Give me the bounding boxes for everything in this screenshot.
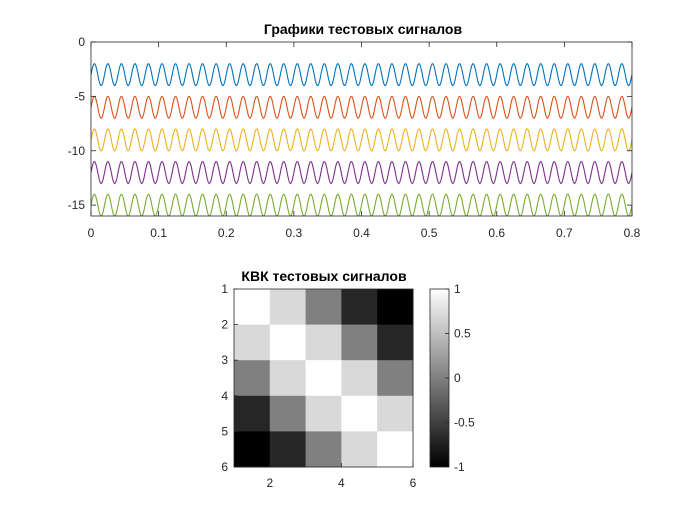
heatmap-y-tick-label: 3 xyxy=(221,353,228,367)
heatmap-cell xyxy=(269,324,307,361)
heatmap-y-tick-label: 2 xyxy=(221,318,228,332)
line-series-group xyxy=(91,63,632,216)
heatmap-x-tick-label: 4 xyxy=(338,476,345,490)
line-chart: Графики тестовых сигналов 0 0.1 0.2 0.3 0.4 0… xyxy=(68,21,641,240)
heatmap-cell xyxy=(377,431,414,468)
series-line-1 xyxy=(91,63,632,87)
colorbar: 1 0.5 0 -0.5 -1 xyxy=(429,282,475,474)
heatmap-cell xyxy=(269,395,307,432)
y-tick-label: -15 xyxy=(68,198,86,212)
y-tick-label: -5 xyxy=(74,89,85,103)
heatmap-cell xyxy=(234,395,271,432)
line-chart-axes-box xyxy=(90,41,633,217)
heatmap-cells xyxy=(234,289,414,468)
colorbar-tick-label: 0 xyxy=(454,371,461,385)
heatmap-cell xyxy=(377,289,414,326)
heatmap-x-axis: 2 4 6 xyxy=(266,463,417,490)
colorbar-tick-label: -0.5 xyxy=(454,416,475,430)
line-chart-title: Графики тестовых сигналов xyxy=(264,21,463,37)
heatmap-cell xyxy=(377,324,414,361)
heatmap-cell xyxy=(341,289,378,326)
heatmap-title: КВК тестовых сигналов xyxy=(241,268,407,284)
colorbar-gradient xyxy=(430,289,449,467)
heatmap-cell xyxy=(341,324,378,361)
x-tick-label: 0.6 xyxy=(488,226,505,240)
heatmap-x-tick-label: 6 xyxy=(410,476,417,490)
heatmap-axes-box xyxy=(233,288,414,468)
x-tick-label: 0.8 xyxy=(624,226,641,240)
heatmap-cell xyxy=(305,360,342,397)
heatmap-cell xyxy=(305,324,342,361)
heatmap-cell xyxy=(234,289,271,326)
y-tick-label: -10 xyxy=(68,144,86,158)
heatmap-y-tick-label: 4 xyxy=(221,389,228,403)
colorbar-tick-label: 0.5 xyxy=(454,327,471,341)
y-tick-label: 0 xyxy=(78,35,85,49)
x-tick-label: 0.3 xyxy=(286,226,303,240)
heatmap-cell xyxy=(377,360,414,397)
heatmap-y-tick-label: 1 xyxy=(221,282,228,296)
heatmap-chart: КВК тестовых сигналов 2 4 6 1 2 3 4 5 6 xyxy=(221,268,416,490)
colorbar-tick-label: -1 xyxy=(454,460,465,474)
colorbar-ticks: 1 0.5 0 -0.5 -1 xyxy=(445,282,475,474)
heatmap-cell xyxy=(269,289,307,326)
heatmap-cell xyxy=(305,395,342,432)
heatmap-cell xyxy=(341,431,378,468)
colorbar-tick-label: 1 xyxy=(454,282,461,296)
heatmap-y-tick-label: 5 xyxy=(221,424,228,438)
heatmap-cell xyxy=(305,431,342,468)
x-tick-label: 0.5 xyxy=(421,226,438,240)
heatmap-y-axis: 1 2 3 4 5 6 xyxy=(221,282,238,474)
x-tick-label: 0.1 xyxy=(150,226,167,240)
heatmap-cell xyxy=(341,395,378,432)
series-line-5 xyxy=(91,193,632,216)
series-line-2 xyxy=(91,95,632,119)
heatmap-x-tick-label: 2 xyxy=(266,476,273,490)
heatmap-cell xyxy=(341,360,378,397)
heatmap-cell xyxy=(269,431,307,468)
x-tick-label: 0.7 xyxy=(556,226,573,240)
x-tick-label: 0.2 xyxy=(218,226,235,240)
series-line-3 xyxy=(91,128,632,152)
heatmap-cell xyxy=(305,289,342,326)
heatmap-cell xyxy=(269,360,307,397)
line-chart-x-axis: 0 0.1 0.2 0.3 0.4 0.5 0.6 0.7 0.8 xyxy=(88,42,641,240)
line-chart-y-axis: 0 -5 -10 -15 xyxy=(68,35,632,212)
heatmap-cell xyxy=(234,360,271,397)
heatmap-cell xyxy=(234,431,271,468)
x-tick-label: 0 xyxy=(88,226,95,240)
x-tick-label: 0.4 xyxy=(353,226,370,240)
series-line-4 xyxy=(91,161,632,184)
heatmap-cell xyxy=(234,324,271,361)
heatmap-y-tick-label: 6 xyxy=(221,460,228,474)
heatmap-cell xyxy=(377,395,414,432)
